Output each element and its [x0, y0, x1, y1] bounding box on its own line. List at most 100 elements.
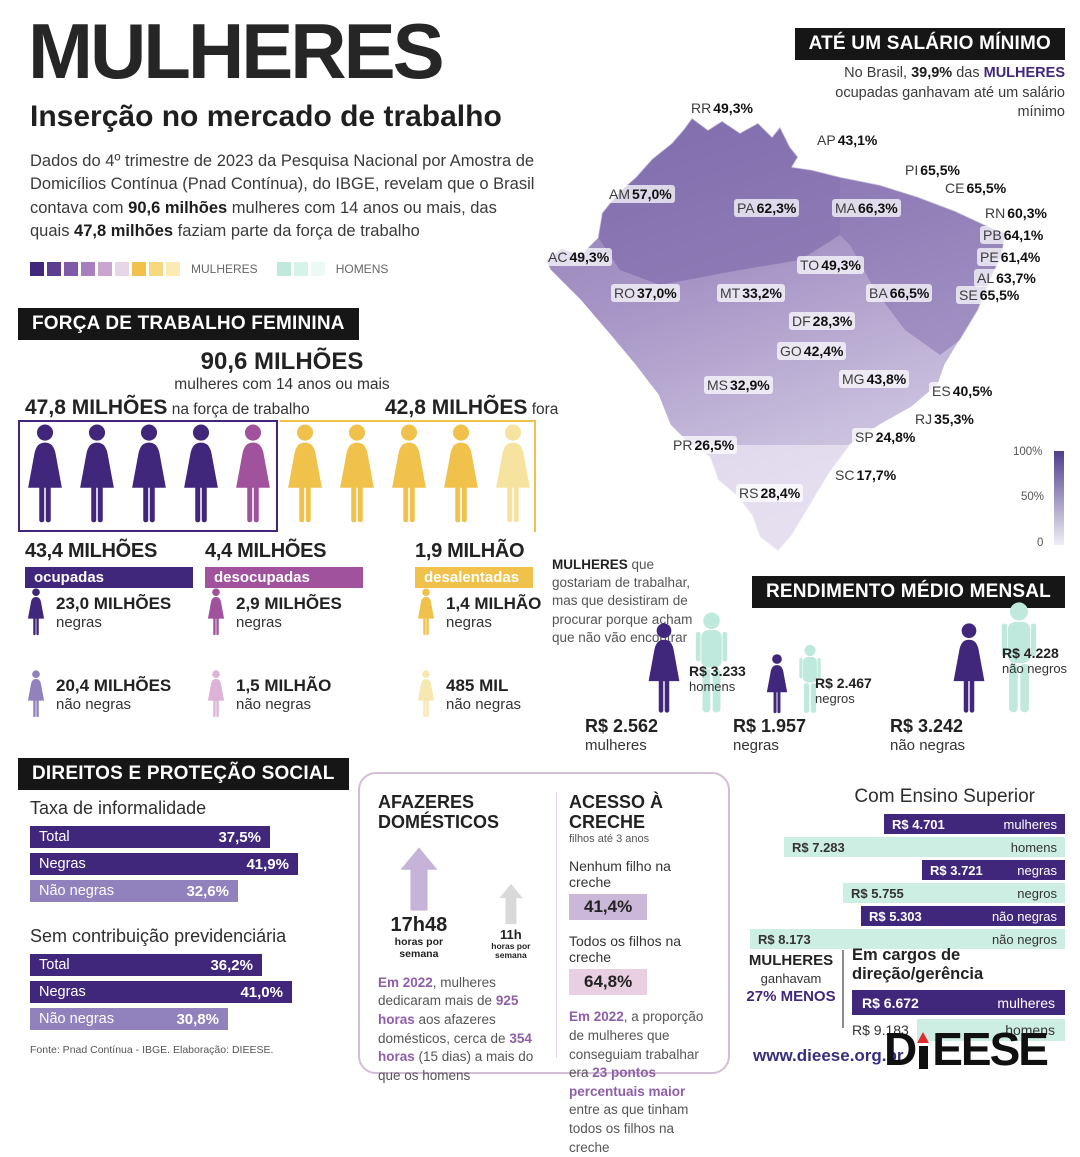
vertical-divider	[842, 950, 844, 1028]
breakdown-label: negras	[236, 613, 282, 631]
legend-swatches-mulheres	[30, 262, 180, 276]
state-percent: 61,4%	[1000, 249, 1041, 265]
state-label: MG 43,8%	[839, 370, 910, 389]
creche-item2-value: 64,8%	[569, 969, 648, 996]
breakdown-value: 1,5 MILHÃO	[236, 675, 332, 695]
woman-value-label: R$ 2.562 mulheres	[585, 716, 658, 754]
dieese-url-link[interactable]: www.dieese.org.br	[753, 1046, 904, 1065]
woman-icon	[27, 588, 45, 636]
woman-icon	[417, 670, 435, 718]
legend-swatch	[115, 262, 129, 276]
state-label: PI 65,5%	[902, 161, 963, 180]
breakdown-text: 1,5 MILHÃO não negras	[236, 676, 331, 713]
man-value-label: R$ 2.467 negros	[815, 675, 872, 706]
state-label: AM 57,0%	[606, 185, 675, 204]
breakdown-value: 2,9 MILHÕES	[236, 593, 342, 613]
man-value: R$ 4.228	[1002, 645, 1059, 661]
bar: Não negras 30,8%	[30, 1008, 228, 1030]
state-label: TO 49,3%	[797, 256, 864, 275]
afazeres-homens: 11h horas por semana	[478, 883, 544, 961]
legend-swatch	[293, 262, 308, 276]
state-label: RN 60,3%	[982, 204, 1050, 223]
bar-value: 37,5%	[218, 828, 261, 846]
state-percent: 66,3%	[858, 200, 898, 216]
state-label: BA 66,5%	[866, 284, 933, 303]
section-header-rendimento: RENDIMENTO MÉDIO MENSAL	[751, 576, 1065, 608]
woman-icon	[184, 424, 218, 523]
state-percent: 35,3%	[934, 411, 974, 427]
breakdown-text: 20,4 MILHÕES não negras	[56, 676, 171, 713]
legend-swatch	[149, 262, 163, 276]
north-region-shade	[598, 118, 840, 285]
bar: Negras 41,9%	[30, 853, 298, 875]
bar-value: 32,6%	[186, 882, 229, 900]
state-percent: 66,5%	[889, 285, 930, 301]
man-value: R$ 3.233	[689, 663, 746, 679]
bar-value: 36,2%	[210, 956, 253, 974]
forca-status-group: 4,4 MILHÕES desocupadas	[205, 540, 363, 588]
legend-label-mulheres: MULHERES	[191, 262, 258, 276]
text: aos afazeres domésticos, cerca de	[378, 1012, 510, 1046]
breakdown-label: negras	[446, 613, 492, 631]
legend-swatch	[166, 262, 180, 276]
section-header-forca: FORÇA DE TRABALHO FEMININA	[18, 308, 359, 340]
bar-value: R$ 9.183	[852, 1022, 909, 1038]
state-code: MT	[720, 285, 741, 301]
woman-icon	[766, 654, 788, 714]
highlight: Em 2022	[378, 974, 433, 990]
bar-value: R$ 7.283	[792, 839, 845, 855]
woman-value: R$ 1.957	[733, 716, 807, 736]
desalentadas-note: MULHERES que gostariam de trabalhar, mas…	[552, 556, 704, 647]
bar-value: 41,0%	[240, 983, 283, 1001]
group-value: 1,9 MILHÃO	[415, 540, 525, 562]
forca-in-text: na força de trabalho	[167, 401, 310, 418]
text: , a proporção de mulheres que conseguiam…	[569, 1009, 704, 1081]
state-percent: 40,5%	[952, 383, 993, 399]
bar-label: Total	[39, 957, 70, 973]
woman-icon	[207, 670, 225, 718]
breakdown-item: 20,4 MILHÕES não negras	[25, 670, 171, 718]
state-label: PA 62,3%	[734, 199, 800, 218]
source-note: Fonte: Pnad Contínua - IBGE. Elaboração:…	[30, 1044, 274, 1056]
state-code: AC	[548, 249, 568, 265]
map-color-scale	[1054, 451, 1064, 545]
state-code: RS	[739, 485, 759, 501]
bar-label: negros	[1017, 885, 1057, 901]
state-label: MT 33,2%	[717, 284, 785, 303]
bar-label: Não negras	[39, 1011, 114, 1027]
scale-label-100: 100%	[1013, 446, 1043, 458]
state-code: MG	[842, 371, 865, 387]
forca-status-group: 1,9 MILHÃO desalentadas	[415, 540, 533, 588]
state-code: CE	[945, 180, 965, 196]
forca-total-value: 90,6 MILHÕES	[200, 348, 364, 375]
woman-value: R$ 3.242	[890, 716, 964, 736]
legend-swatch	[30, 262, 44, 276]
state-code: AP	[817, 132, 836, 148]
forca-in-value: 47,8 MILHÕES	[25, 396, 168, 419]
state-code: RJ	[915, 411, 933, 427]
woman-icon	[28, 424, 62, 523]
state-percent: 49,3%	[821, 257, 861, 273]
woman-value: R$ 2.562	[585, 716, 659, 736]
bar-value: R$ 5.755	[851, 885, 904, 901]
breakdown-label: não negras	[446, 695, 522, 713]
creche-column: ACESSO À CRECHE filhos até 3 anos Nenhum…	[569, 792, 712, 1155]
legend-swatch	[47, 262, 61, 276]
state-percent: 65,5%	[966, 180, 1007, 196]
state-percent: 60,3%	[1007, 205, 1047, 221]
rendimento-group: R$ 4.228 não negros R$ 3.242 não negras	[890, 602, 1075, 762]
informalidade-title: Taxa de informalidade	[30, 798, 207, 818]
state-code: SC	[835, 467, 855, 483]
state-label: GO 42,4%	[777, 342, 847, 361]
breakdown-text: 485 MIL não negras	[446, 676, 521, 713]
group-badge: desalentadas	[415, 567, 533, 588]
legend-swatch	[64, 262, 78, 276]
breakdown-value: 20,4 MILHÕES	[56, 675, 172, 695]
forca-total: 90,6 MILHÕES mulheres com 14 anos ou mai…	[152, 348, 412, 394]
state-label: RJ 35,3%	[912, 410, 977, 429]
text: , mulheres dedicaram mais de	[378, 974, 496, 1009]
bar-value: R$ 5.303	[869, 908, 922, 924]
woman-icon	[392, 424, 426, 523]
woman-icon	[340, 424, 374, 523]
northeast-region-shade	[840, 177, 1005, 355]
